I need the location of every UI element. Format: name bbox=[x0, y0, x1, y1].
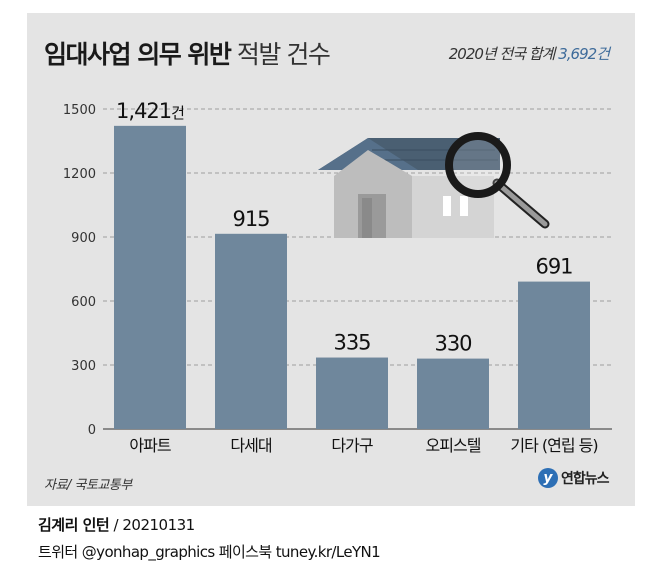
bar-value-label: 691 bbox=[535, 255, 572, 279]
yonhap-logo-text: 연합뉴스 bbox=[561, 471, 610, 487]
credit-line: 김계리 인턴 / 20210131 bbox=[38, 514, 195, 535]
y-tick-label: 0 bbox=[88, 423, 96, 438]
y-tick-label: 900 bbox=[71, 231, 96, 246]
x-category-label: 오피스텔 bbox=[426, 436, 481, 455]
yonhap-logo-mark: y bbox=[538, 468, 558, 488]
bar-value-label: 330 bbox=[434, 332, 471, 356]
x-category-label: 기타 (연립 등) bbox=[510, 436, 597, 455]
x-category-label: 다세대 bbox=[230, 436, 271, 455]
total-summary: 2020년 전국 합계 3,692건 bbox=[448, 43, 610, 64]
x-category-label: 아파트 bbox=[129, 436, 170, 455]
y-tick-label: 600 bbox=[71, 295, 96, 310]
credit-date: 20210131 bbox=[122, 516, 195, 534]
bar bbox=[114, 125, 186, 429]
y-tick-label: 300 bbox=[71, 359, 96, 374]
yonhap-logo: y 연합뉴스 bbox=[538, 468, 610, 488]
chart-title: 임대사업 의무 위반 적발 건수 bbox=[44, 35, 331, 71]
credit-sep: / bbox=[113, 516, 119, 534]
total-value: 3,692건 bbox=[558, 45, 610, 63]
total-prefix: 2020년 전국 합계 bbox=[448, 45, 556, 63]
bar-value-label: 1,421건 bbox=[116, 99, 184, 123]
bar bbox=[215, 233, 287, 429]
bar-value-label: 915 bbox=[232, 207, 269, 231]
data-source: 자료/ 국토교통부 bbox=[44, 478, 132, 493]
bar-value-label: 335 bbox=[333, 331, 370, 355]
credit-author: 김계리 인턴 bbox=[38, 516, 110, 534]
social-line: 트위터 @yonhap_graphics 페이스북 tuney.kr/LeYN1 bbox=[38, 543, 381, 561]
title-sub: 적발 건수 bbox=[236, 40, 331, 69]
bar bbox=[417, 358, 489, 429]
bar bbox=[518, 281, 590, 429]
bar bbox=[316, 357, 388, 429]
y-tick-label: 1500 bbox=[63, 103, 96, 118]
y-tick-label: 1200 bbox=[63, 167, 96, 182]
title-main: 임대사업 의무 위반 bbox=[44, 40, 232, 69]
x-category-label: 다가구 bbox=[331, 436, 372, 455]
house-with-magnifier-icon bbox=[318, 132, 550, 238]
